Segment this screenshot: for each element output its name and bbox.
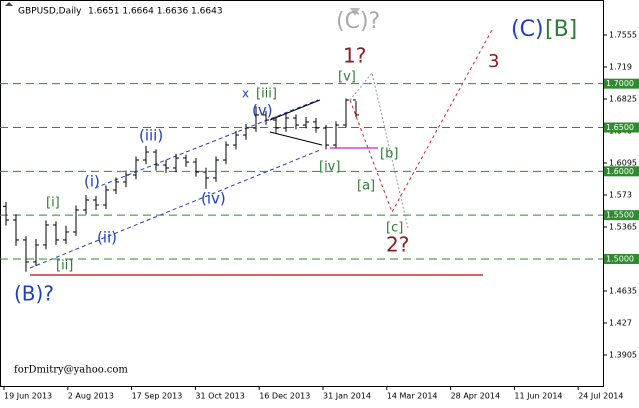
alt-forecast [349, 71, 409, 229]
shift-marker [350, 8, 360, 16]
level-label: 1.7000 [606, 79, 634, 88]
level-label: 1.5500 [606, 211, 634, 220]
level-label: 1.6500 [606, 123, 634, 132]
y-tick-label: 1.573 [609, 190, 632, 199]
y-tick-label: 1.6095 [609, 158, 637, 167]
x-tick-label: 17 Sep 2013 [132, 392, 183, 401]
plot-frame [0, 0, 604, 387]
y-tick-label: 1.6825 [609, 94, 637, 103]
x-tick-label: 24 Jul 2014 [578, 392, 623, 401]
wave-label: [b] [380, 147, 398, 162]
wave-label: [B] [545, 17, 577, 42]
wave-label: x [242, 87, 249, 101]
channel-upper [94, 99, 319, 189]
x-tick-label: 16 Dec 2013 [259, 392, 310, 401]
channel-lower [29, 149, 321, 269]
x-tick-label: 11 Jun 2014 [514, 392, 562, 401]
level-tag [604, 210, 639, 221]
wave-label: [i] [46, 196, 60, 211]
credit: forDmitry@yahoo.com [14, 365, 128, 376]
wave-label: (v) [252, 102, 273, 120]
x-tick-label: 31 Jan 2014 [323, 392, 371, 401]
y-tick-label: 1.3905 [609, 350, 637, 359]
wave-label: (B)? [14, 282, 54, 306]
wave-label: [iv] [319, 160, 340, 175]
wave-label: (C) [511, 17, 544, 42]
level-tag [604, 122, 639, 133]
forecast [349, 29, 493, 214]
wave-label: 3 [488, 51, 499, 72]
x-tick-label: 31 Oct 2013 [195, 392, 244, 401]
y-tick-label: 1.719 [609, 62, 632, 71]
level-label: 1.5000 [606, 254, 634, 263]
wave-label: [ii] [56, 259, 73, 274]
y-tick-label: 1.427 [609, 318, 632, 327]
wave-label: (iii) [139, 127, 163, 145]
wave-label: [c] [386, 221, 403, 236]
x-tick-label: 2 Aug 2013 [68, 392, 114, 401]
wave-label: (iv) [201, 190, 226, 208]
level-label: 1.6000 [606, 167, 634, 176]
y-tick-label: 1.7555 [609, 31, 637, 40]
header-icon [5, 2, 13, 6]
wave-label: [iii] [256, 87, 277, 102]
ohlc-header: 1.6651 1.6664 1.6636 1.6643 [88, 7, 223, 17]
wave-label: [a] [357, 179, 375, 194]
wave-label: (C)? [336, 9, 380, 34]
triangle-upper [269, 99, 321, 121]
triangle-lower [269, 131, 323, 146]
level-tag [604, 166, 639, 177]
x-tick-label: 19 Jun 2013 [4, 392, 52, 401]
level-tag [604, 253, 639, 264]
wave-label: 1? [343, 44, 366, 68]
wave-label: [v] [338, 70, 356, 85]
level-tag [604, 78, 639, 89]
symbol-title: GBPUSD,Daily [18, 7, 82, 17]
x-tick-label: 28 Apr 2014 [451, 392, 500, 401]
x-tick-label: 14 Mar 2014 [387, 392, 438, 401]
wave-label: (i) [84, 173, 100, 191]
wave-label: (ii) [97, 229, 117, 247]
wave-label: 2? [386, 233, 409, 257]
y-tick-label: 1.5365 [609, 222, 637, 231]
overlays [5, 2, 493, 276]
y-tick-label: 1.4635 [609, 286, 637, 295]
